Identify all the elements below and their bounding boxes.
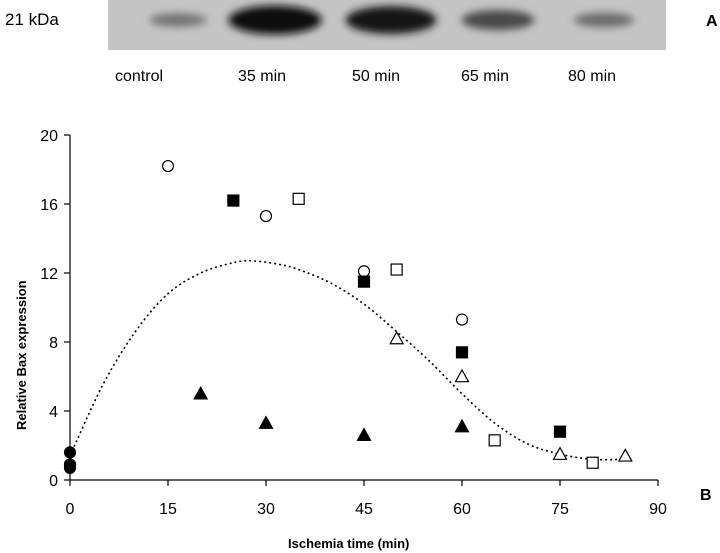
data-point-open-square <box>390 263 403 276</box>
y-tick-label: 12 <box>40 266 58 283</box>
y-tick-label: 20 <box>40 128 58 145</box>
data-point-filled-circle <box>63 446 77 459</box>
data-point-open-square <box>292 192 305 205</box>
molecular-weight-label: 21 kDa <box>5 10 59 29</box>
x-tick-label: 45 <box>355 501 373 518</box>
data-point-filled-triangle <box>258 415 274 429</box>
western-blot-image <box>108 0 666 50</box>
trendline <box>69 259 626 461</box>
data-point-open-circle <box>259 209 273 223</box>
blot-band <box>345 6 437 34</box>
x-tick-label: 75 <box>551 501 569 518</box>
data-point-filled-square <box>357 275 371 288</box>
y-tick-label: 8 <box>49 335 58 352</box>
x-tick-label: 15 <box>159 501 177 518</box>
data-point-filled-triangle <box>454 418 470 433</box>
y-tick-label: 0 <box>49 473 58 490</box>
data-point-open-triangle <box>454 368 470 383</box>
data-point-open-triangle <box>389 330 405 345</box>
data-point-open-circle <box>455 313 469 326</box>
data-point-open-circle <box>357 265 371 278</box>
y-axis-label: Relative Bax expression <box>14 280 29 430</box>
blot-band <box>574 12 634 28</box>
x-axis-label: Ischemia time (min) <box>288 536 410 551</box>
data-point-filled-square <box>455 346 469 359</box>
x-tick-label: 30 <box>257 501 275 518</box>
blot-band <box>461 9 535 31</box>
data-point-open-triangle <box>617 448 633 462</box>
panel-label-b: B <box>700 487 712 504</box>
data-point-filled-triangle <box>356 427 372 441</box>
y-tick-label: 4 <box>49 404 58 421</box>
data-point-filled-triangle <box>193 386 209 400</box>
lane-label-50: 50 min <box>352 68 401 85</box>
data-point-filled-square <box>553 425 567 438</box>
y-tick-label: 16 <box>40 197 58 214</box>
data-point-filled-circle <box>63 461 77 475</box>
lane-label-control: control <box>115 68 164 85</box>
panel-label-a: A <box>706 13 718 30</box>
blot-band <box>228 5 322 35</box>
x-tick-label: 0 <box>66 501 75 518</box>
x-tick-label: 90 <box>649 501 667 518</box>
lane-label-80: 80 min <box>568 68 617 85</box>
lane-label-65: 65 min <box>461 68 510 85</box>
data-point-open-square <box>586 456 599 469</box>
data-point-open-circle <box>161 159 175 173</box>
data-point-open-square <box>488 434 501 447</box>
x-tick-label: 60 <box>453 501 471 518</box>
lane-label-35: 35 min <box>238 68 287 85</box>
data-point-open-triangle <box>552 446 568 460</box>
data-point-filled-square <box>227 194 240 207</box>
blot-band <box>149 13 207 27</box>
